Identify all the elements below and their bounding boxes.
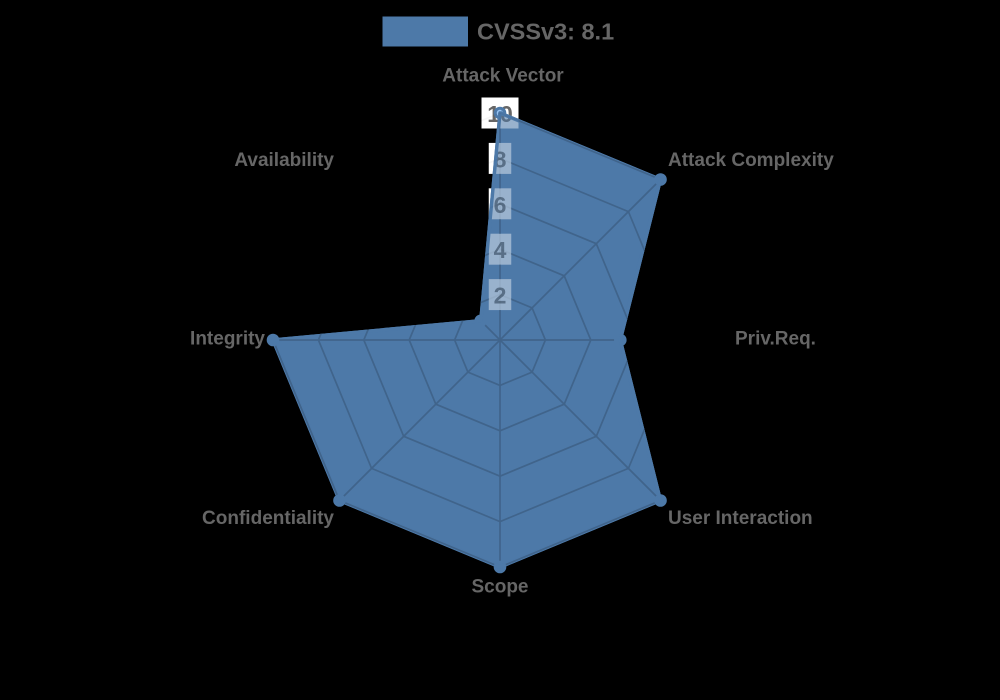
axis-label-attack-complexity: Attack Complexity	[668, 150, 834, 171]
axis-label-attack-vector: Attack Vector	[442, 66, 564, 87]
axis-label-availability: Availability	[234, 150, 334, 171]
legend: CVSSv3: 8.1	[382, 16, 614, 47]
axis-label-scope: Scope	[471, 577, 528, 598]
axis-labels-layer: Attack Vector Attack Complexity Priv.Req…	[190, 66, 834, 598]
grid-on-fill	[272, 112, 728, 568]
axis-label-priv-req: Priv.Req.	[735, 329, 816, 350]
axis-spoke-1	[499, 178, 662, 341]
axis-label-integrity: Integrity	[190, 329, 265, 350]
legend-label: CVSSv3: 8.1	[477, 19, 614, 45]
axis-spoke-7	[338, 178, 501, 341]
legend-swatch	[382, 16, 468, 47]
axis-spoke-3	[499, 339, 662, 502]
axis-spoke-5	[338, 339, 501, 502]
axis-label-confidentiality: Confidentiality	[202, 508, 334, 529]
axis-label-user-interaction: User Interaction	[668, 508, 813, 529]
grid-layer	[272, 112, 728, 568]
